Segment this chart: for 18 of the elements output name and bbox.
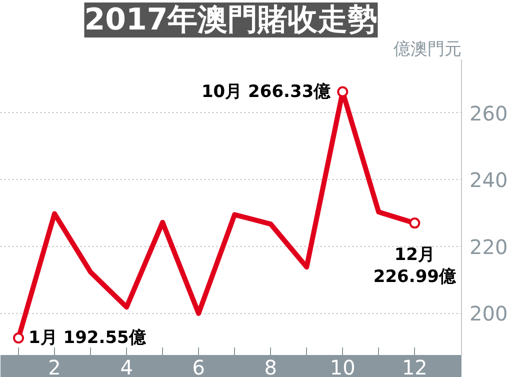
y-axis-title: 億澳門元 <box>394 40 462 60</box>
x-tick-label: 8 <box>264 356 277 377</box>
x-tick-label: 2 <box>48 356 61 377</box>
y-tick-label: 200 <box>470 302 508 326</box>
annotation: 1月 192.55億 <box>28 328 147 348</box>
annotation: 12月 226.99億 <box>373 245 457 288</box>
y-tick-label: 220 <box>470 234 508 259</box>
annotation: 10月 266.33億 <box>201 82 332 102</box>
x-tick-label: 10 <box>330 356 356 377</box>
y-tick-label: 260 <box>470 101 508 126</box>
chart-title: 2017年澳門賭收走勢 <box>84 2 378 38</box>
point <box>337 86 348 98</box>
x-tick-label: 6 <box>192 356 205 377</box>
point <box>409 218 420 229</box>
x-tick-label: 12 <box>402 356 428 377</box>
point <box>13 332 24 344</box>
x-tick-label: 4 <box>120 356 133 377</box>
y-tick-label: 240 <box>470 168 508 192</box>
